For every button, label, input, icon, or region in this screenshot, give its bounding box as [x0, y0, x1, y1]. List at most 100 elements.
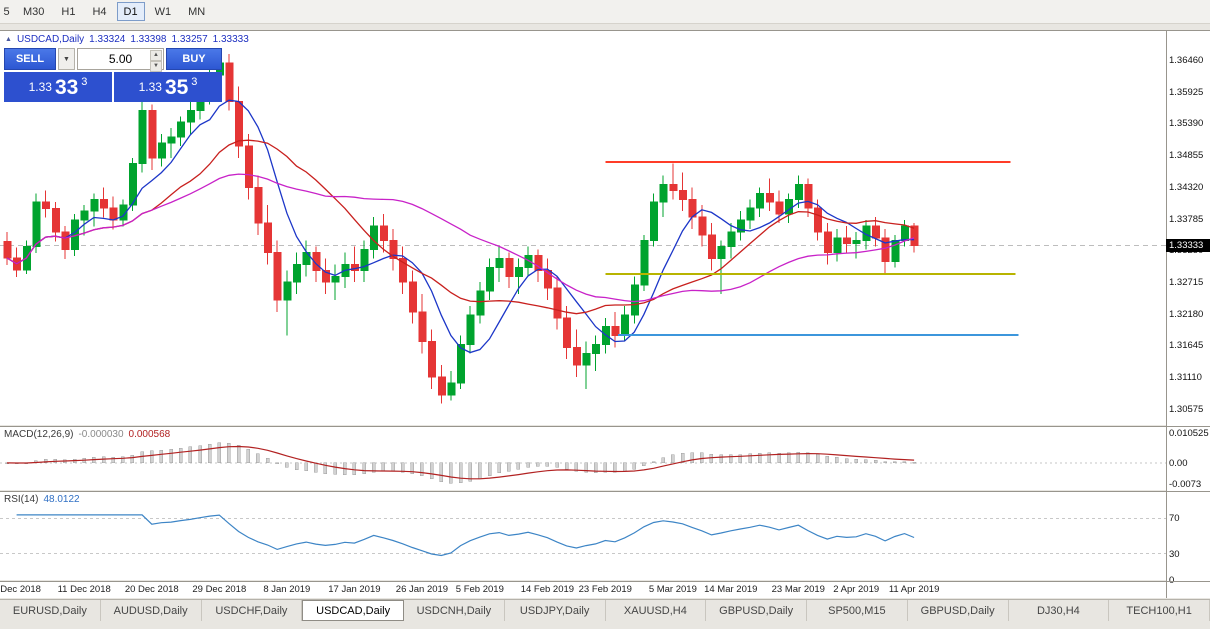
- date-axis[interactable]: 1 Dec 2018 11 Dec 2018 20 Dec 2018 29 Dec 2…: [0, 582, 1166, 598]
- macd-bar: [835, 457, 839, 464]
- macd-signal-value: 0.000568: [128, 429, 171, 440]
- price-axis-label: 1.35925: [1169, 86, 1204, 98]
- candle-body: [90, 198, 99, 212]
- timeframe-button-m30[interactable]: M30: [16, 2, 51, 21]
- candle-body: [128, 163, 137, 206]
- chart-tab-usdcad-daily[interactable]: USDCAD,Daily: [302, 600, 404, 621]
- candle-body: [495, 258, 504, 268]
- chart-tab-dj30-h4[interactable]: DJ30,H4: [1009, 600, 1110, 621]
- candle-body: [447, 382, 456, 396]
- date-axis-label: 14 Mar 2019: [704, 584, 758, 595]
- macd-bar: [478, 462, 482, 479]
- separator[interactable]: [0, 426, 1210, 427]
- candle-body: [273, 252, 282, 301]
- rsi-line: [16, 514, 915, 557]
- macd-bar: [130, 454, 135, 464]
- chart-tab-usdjpy-daily[interactable]: USDJPY,Daily: [505, 600, 606, 621]
- macd-bar: [536, 462, 540, 467]
- candle-body: [157, 142, 166, 159]
- date-axis-label: 26 Jan 2019: [395, 584, 449, 595]
- timeframe-button-h1[interactable]: H1: [54, 2, 82, 21]
- candle-body: [592, 343, 601, 354]
- chart-tab-usdchf-daily[interactable]: USDCHF,Daily: [202, 600, 303, 621]
- chart-tab-eurusd-daily[interactable]: EURUSD,Daily: [0, 600, 101, 621]
- chart-tab-sp500-m15[interactable]: SP500,M15: [807, 600, 908, 621]
- macd-bar: [246, 448, 250, 464]
- macd-bar: [314, 462, 318, 473]
- macd-bar: [622, 462, 627, 472]
- macd-signal-line: [6, 445, 915, 480]
- chart-tab-tech100-h1[interactable]: TECH100,H1: [1109, 600, 1210, 621]
- candle-body: [80, 210, 89, 221]
- macd-bar: [323, 462, 328, 474]
- macd-bar: [902, 461, 907, 464]
- ma-line-16: [6, 139, 915, 315]
- rsi-pane[interactable]: RSI(14) 48.0122: [0, 492, 1166, 580]
- macd-bar: [265, 457, 270, 464]
- candle-body: [379, 225, 388, 242]
- candle-body: [833, 237, 842, 254]
- candle-body: [418, 311, 427, 342]
- candle-body: [466, 314, 475, 345]
- macd-bar: [844, 458, 849, 464]
- separator: [0, 581, 1210, 582]
- panel-collapse-icon[interactable]: ▲: [5, 36, 12, 43]
- chart-tab-gbpusd-daily[interactable]: GBPUSD,Daily: [706, 600, 807, 621]
- macd-bar: [709, 453, 714, 464]
- sell-button[interactable]: SELL: [4, 48, 56, 70]
- timeframe-button-h4[interactable]: H4: [85, 2, 113, 21]
- date-axis-label: 11 Apr 2019: [888, 584, 940, 595]
- timeframe-button-mn[interactable]: MN: [181, 2, 212, 21]
- volume-spinner[interactable]: ▲ ▼: [150, 50, 162, 72]
- candle-body: [476, 290, 485, 316]
- macd-chart[interactable]: [0, 427, 1166, 490]
- candle-body: [756, 192, 765, 209]
- candle-body: [360, 249, 369, 271]
- spin-up-icon[interactable]: ▲: [150, 50, 162, 61]
- date-axis-label: 1 Dec 2018: [0, 584, 41, 595]
- candle-body: [727, 231, 736, 248]
- candlestick-chart[interactable]: [0, 31, 1166, 425]
- macd-name: MACD(12,26,9): [4, 429, 74, 440]
- price-axis[interactable]: 1.36460 1.35925 1.35390 1.34855 1.34320 1.337…: [1166, 31, 1210, 598]
- buy-button[interactable]: BUY: [166, 48, 222, 70]
- chevron-down-icon: ▼: [63, 55, 70, 63]
- chart-tab-xauusd-h4[interactable]: XAUUSD,H4: [606, 600, 707, 621]
- main-chart-pane[interactable]: ▲ USDCAD,Daily 1.33324 1.33398 1.33257 1…: [0, 31, 1166, 425]
- macd-bar: [883, 461, 887, 464]
- macd-pane[interactable]: MACD(12,26,9) -0.000030 0.000568: [0, 427, 1166, 490]
- macd-bar: [449, 462, 453, 484]
- spin-down-icon[interactable]: ▼: [150, 61, 162, 72]
- macd-bar: [304, 462, 308, 471]
- ask-point: 3: [191, 76, 198, 88]
- macd-bar: [603, 462, 608, 473]
- separator[interactable]: [0, 491, 1210, 492]
- macd-bar: [632, 462, 636, 470]
- candle-body: [650, 201, 659, 242]
- timeframe-button-w1[interactable]: W1: [148, 2, 179, 21]
- candle-body: [254, 186, 263, 224]
- chart-tab-audusd-daily[interactable]: AUDUSD,Daily: [101, 600, 202, 621]
- chart-tab-bar: EURUSD,Daily AUDUSD,Daily USDCHF,Daily USDC…: [0, 599, 1210, 629]
- macd-bar: [371, 462, 376, 473]
- candle-body: [862, 225, 871, 242]
- volume-dropdown-button[interactable]: ▼: [58, 48, 75, 70]
- candle-body: [167, 136, 176, 144]
- chart-tab-gbpusd-daily[interactable]: GBPUSD,Daily: [908, 600, 1009, 621]
- macd-bar: [757, 452, 762, 464]
- macd-bar: [651, 461, 656, 464]
- macd-main-value: -0.000030: [78, 429, 124, 440]
- volume-input[interactable]: 5.00 ▲ ▼: [77, 48, 164, 72]
- ask-prefix: 1.33: [138, 80, 162, 94]
- timeframe-button-d1[interactable]: D1: [116, 2, 145, 21]
- rsi-chart[interactable]: [0, 492, 1166, 580]
- candle-body: [872, 225, 880, 239]
- ask-price-display[interactable]: 1.33 35 3: [114, 72, 222, 102]
- candle-body: [235, 101, 244, 147]
- chart-tab-usdcnh-daily[interactable]: USDCNH,Daily: [404, 600, 505, 621]
- timeframe-button-5[interactable]: 5: [0, 2, 13, 21]
- rsi-label: RSI(14) 48.0122: [4, 494, 80, 505]
- candle-body: [42, 201, 51, 210]
- bid-price-display[interactable]: 1.33 33 3: [4, 72, 112, 102]
